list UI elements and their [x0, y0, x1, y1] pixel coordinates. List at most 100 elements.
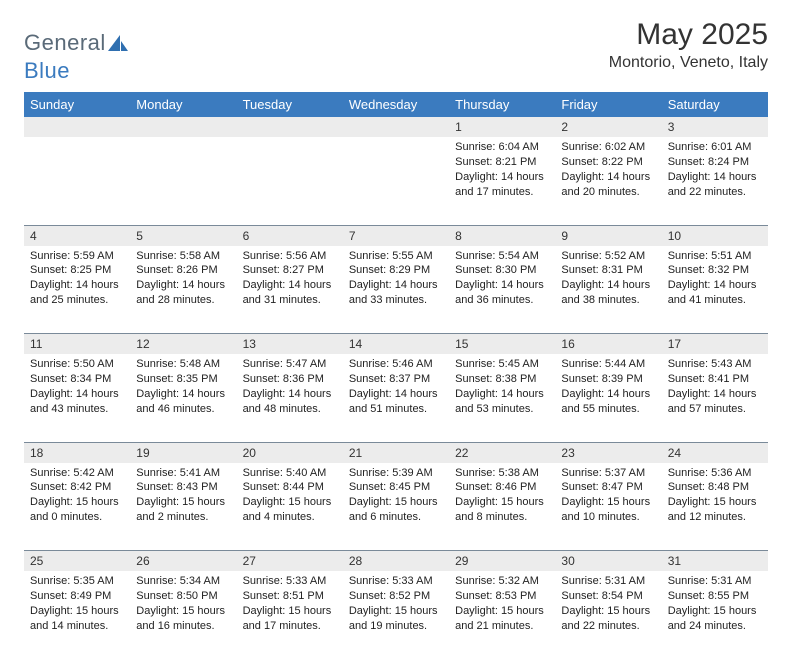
weekday-sunday: Sunday [24, 92, 130, 117]
weekday-wednesday: Wednesday [343, 92, 449, 117]
weekday-saturday: Saturday [662, 92, 768, 117]
daynum-cell: 20 [237, 442, 343, 463]
day-number: 16 [555, 334, 661, 354]
day-content: Sunrise: 5:59 AMSunset: 8:25 PMDaylight:… [24, 246, 130, 312]
daynum-cell [24, 117, 130, 137]
day-number: 19 [130, 443, 236, 463]
day-cell: Sunrise: 5:43 AMSunset: 8:41 PMDaylight:… [662, 354, 768, 442]
day-content: Sunrise: 5:39 AMSunset: 8:45 PMDaylight:… [343, 463, 449, 529]
day-cell: Sunrise: 5:42 AMSunset: 8:42 PMDaylight:… [24, 463, 130, 551]
day-cell [343, 137, 449, 225]
day-number: 13 [237, 334, 343, 354]
daynum-cell: 3 [662, 117, 768, 137]
day-number: 31 [662, 551, 768, 571]
header: GeneralBlue May 2025 Montorio, Veneto, I… [24, 18, 768, 84]
week-row: Sunrise: 5:35 AMSunset: 8:49 PMDaylight:… [24, 571, 768, 659]
daynum-row: 45678910 [24, 225, 768, 246]
day-cell: Sunrise: 5:55 AMSunset: 8:29 PMDaylight:… [343, 246, 449, 334]
day-cell [24, 137, 130, 225]
day-number: 6 [237, 226, 343, 246]
day-number: 14 [343, 334, 449, 354]
daynum-cell: 13 [237, 334, 343, 355]
daynum-cell [343, 117, 449, 137]
day-content: Sunrise: 6:04 AMSunset: 8:21 PMDaylight:… [449, 137, 555, 203]
day-cell: Sunrise: 5:54 AMSunset: 8:30 PMDaylight:… [449, 246, 555, 334]
day-content: Sunrise: 5:47 AMSunset: 8:36 PMDaylight:… [237, 354, 343, 420]
daynum-cell: 17 [662, 334, 768, 355]
daynum-row: 123 [24, 117, 768, 137]
title-block: May 2025 Montorio, Veneto, Italy [609, 18, 768, 72]
daynum-cell: 8 [449, 225, 555, 246]
day-number: 27 [237, 551, 343, 571]
daynum-cell: 6 [237, 225, 343, 246]
day-content: Sunrise: 5:54 AMSunset: 8:30 PMDaylight:… [449, 246, 555, 312]
daynum-row: 11121314151617 [24, 334, 768, 355]
daynum-cell [130, 117, 236, 137]
day-cell: Sunrise: 6:01 AMSunset: 8:24 PMDaylight:… [662, 137, 768, 225]
week-row: Sunrise: 5:42 AMSunset: 8:42 PMDaylight:… [24, 463, 768, 551]
daynum-cell: 31 [662, 551, 768, 572]
day-cell: Sunrise: 5:31 AMSunset: 8:55 PMDaylight:… [662, 571, 768, 659]
day-number: 28 [343, 551, 449, 571]
location-label: Montorio, Veneto, Italy [609, 54, 768, 72]
day-number [343, 117, 449, 137]
day-content: Sunrise: 5:36 AMSunset: 8:48 PMDaylight:… [662, 463, 768, 529]
day-content: Sunrise: 5:38 AMSunset: 8:46 PMDaylight:… [449, 463, 555, 529]
week-row: Sunrise: 6:04 AMSunset: 8:21 PMDaylight:… [24, 137, 768, 225]
weekday-thursday: Thursday [449, 92, 555, 117]
logo-text: GeneralBlue [24, 30, 130, 84]
day-number: 17 [662, 334, 768, 354]
day-number: 20 [237, 443, 343, 463]
day-content: Sunrise: 5:52 AMSunset: 8:31 PMDaylight:… [555, 246, 661, 312]
day-number: 21 [343, 443, 449, 463]
weekday-tuesday: Tuesday [237, 92, 343, 117]
daynum-cell: 12 [130, 334, 236, 355]
day-number: 25 [24, 551, 130, 571]
weekday-header-row: Sunday Monday Tuesday Wednesday Thursday… [24, 92, 768, 117]
day-number: 9 [555, 226, 661, 246]
day-cell: Sunrise: 5:44 AMSunset: 8:39 PMDaylight:… [555, 354, 661, 442]
day-cell: Sunrise: 5:33 AMSunset: 8:51 PMDaylight:… [237, 571, 343, 659]
day-number: 5 [130, 226, 236, 246]
day-cell: Sunrise: 5:31 AMSunset: 8:54 PMDaylight:… [555, 571, 661, 659]
day-content: Sunrise: 5:31 AMSunset: 8:54 PMDaylight:… [555, 571, 661, 637]
day-number: 2 [555, 117, 661, 137]
day-cell: Sunrise: 5:58 AMSunset: 8:26 PMDaylight:… [130, 246, 236, 334]
daynum-cell [237, 117, 343, 137]
day-cell: Sunrise: 5:32 AMSunset: 8:53 PMDaylight:… [449, 571, 555, 659]
daynum-cell: 4 [24, 225, 130, 246]
daynum-cell: 2 [555, 117, 661, 137]
day-cell: Sunrise: 5:37 AMSunset: 8:47 PMDaylight:… [555, 463, 661, 551]
day-number: 24 [662, 443, 768, 463]
day-content: Sunrise: 6:02 AMSunset: 8:22 PMDaylight:… [555, 137, 661, 203]
day-cell: Sunrise: 5:33 AMSunset: 8:52 PMDaylight:… [343, 571, 449, 659]
day-content: Sunrise: 5:46 AMSunset: 8:37 PMDaylight:… [343, 354, 449, 420]
page-title: May 2025 [609, 18, 768, 52]
daynum-cell: 21 [343, 442, 449, 463]
day-content: Sunrise: 5:31 AMSunset: 8:55 PMDaylight:… [662, 571, 768, 637]
day-cell: Sunrise: 5:59 AMSunset: 8:25 PMDaylight:… [24, 246, 130, 334]
day-cell: Sunrise: 5:56 AMSunset: 8:27 PMDaylight:… [237, 246, 343, 334]
daynum-cell: 29 [449, 551, 555, 572]
day-number [237, 117, 343, 137]
daynum-cell: 1 [449, 117, 555, 137]
day-number: 7 [343, 226, 449, 246]
weekday-friday: Friday [555, 92, 661, 117]
daynum-cell: 23 [555, 442, 661, 463]
daynum-cell: 30 [555, 551, 661, 572]
daynum-cell: 19 [130, 442, 236, 463]
daynum-row: 18192021222324 [24, 442, 768, 463]
day-content: Sunrise: 5:56 AMSunset: 8:27 PMDaylight:… [237, 246, 343, 312]
daynum-cell: 7 [343, 225, 449, 246]
day-content: Sunrise: 5:40 AMSunset: 8:44 PMDaylight:… [237, 463, 343, 529]
day-cell [130, 137, 236, 225]
day-content [24, 137, 130, 144]
day-content: Sunrise: 5:42 AMSunset: 8:42 PMDaylight:… [24, 463, 130, 529]
day-cell: Sunrise: 6:04 AMSunset: 8:21 PMDaylight:… [449, 137, 555, 225]
week-row: Sunrise: 5:59 AMSunset: 8:25 PMDaylight:… [24, 246, 768, 334]
day-cell: Sunrise: 5:47 AMSunset: 8:36 PMDaylight:… [237, 354, 343, 442]
day-number: 29 [449, 551, 555, 571]
logo-sail-icon [107, 32, 129, 58]
day-cell: Sunrise: 5:51 AMSunset: 8:32 PMDaylight:… [662, 246, 768, 334]
calendar-table: Sunday Monday Tuesday Wednesday Thursday… [24, 92, 768, 659]
